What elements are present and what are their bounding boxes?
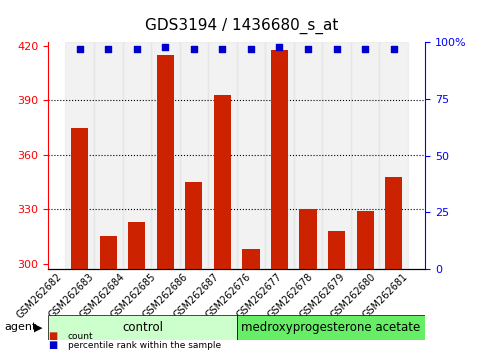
Point [361,46,369,52]
Bar [242,249,259,269]
Bar [299,209,316,269]
Point [161,44,169,50]
Text: ■: ■ [48,340,57,350]
Bar [265,42,294,269]
Text: GSM262676: GSM262676 [203,271,253,320]
FancyBboxPatch shape [48,315,237,340]
Point [304,46,312,52]
FancyBboxPatch shape [237,315,425,340]
Point [218,46,226,52]
Point [104,46,112,52]
Text: GSM262679: GSM262679 [298,271,347,320]
Bar [294,42,322,269]
Bar [65,42,94,269]
Text: medroxyprogesterone acetate: medroxyprogesterone acetate [241,321,421,334]
Bar [128,222,145,269]
Bar [94,42,123,269]
Bar [271,50,288,269]
Bar [356,211,374,269]
Text: agent: agent [5,322,37,332]
Text: GSM262678: GSM262678 [266,271,315,320]
Text: ■: ■ [48,331,57,341]
Text: percentile rank within the sample: percentile rank within the sample [68,341,221,350]
Text: GSM262685: GSM262685 [109,271,158,320]
Point [190,46,198,52]
Bar [71,128,88,269]
Bar [151,42,180,269]
Bar [214,95,231,269]
Point [390,46,398,52]
Text: ▶: ▶ [34,322,43,332]
Text: GSM262677: GSM262677 [235,271,284,320]
Text: count: count [68,332,93,341]
Point [133,46,141,52]
Text: GSM262680: GSM262680 [329,271,378,320]
Point [276,44,284,50]
Bar [385,177,402,269]
Bar [379,42,408,269]
Bar [322,42,351,269]
Text: GSM262686: GSM262686 [141,271,189,320]
Bar [180,42,208,269]
Bar [328,231,345,269]
Text: GSM262682: GSM262682 [15,271,64,320]
Point [76,46,84,52]
Text: control: control [122,321,163,334]
Bar [123,42,151,269]
Bar [208,42,237,269]
Text: GSM262683: GSM262683 [46,271,96,320]
Bar [185,182,202,269]
Text: GSM262684: GSM262684 [78,271,127,320]
Bar [157,55,174,269]
Point [333,46,341,52]
Text: GSM262687: GSM262687 [172,271,221,320]
Bar [237,42,265,269]
Bar [351,42,379,269]
Text: GSM262681: GSM262681 [360,271,410,320]
Point [247,46,255,52]
Bar [99,236,117,269]
Text: GDS3194 / 1436680_s_at: GDS3194 / 1436680_s_at [145,18,338,34]
